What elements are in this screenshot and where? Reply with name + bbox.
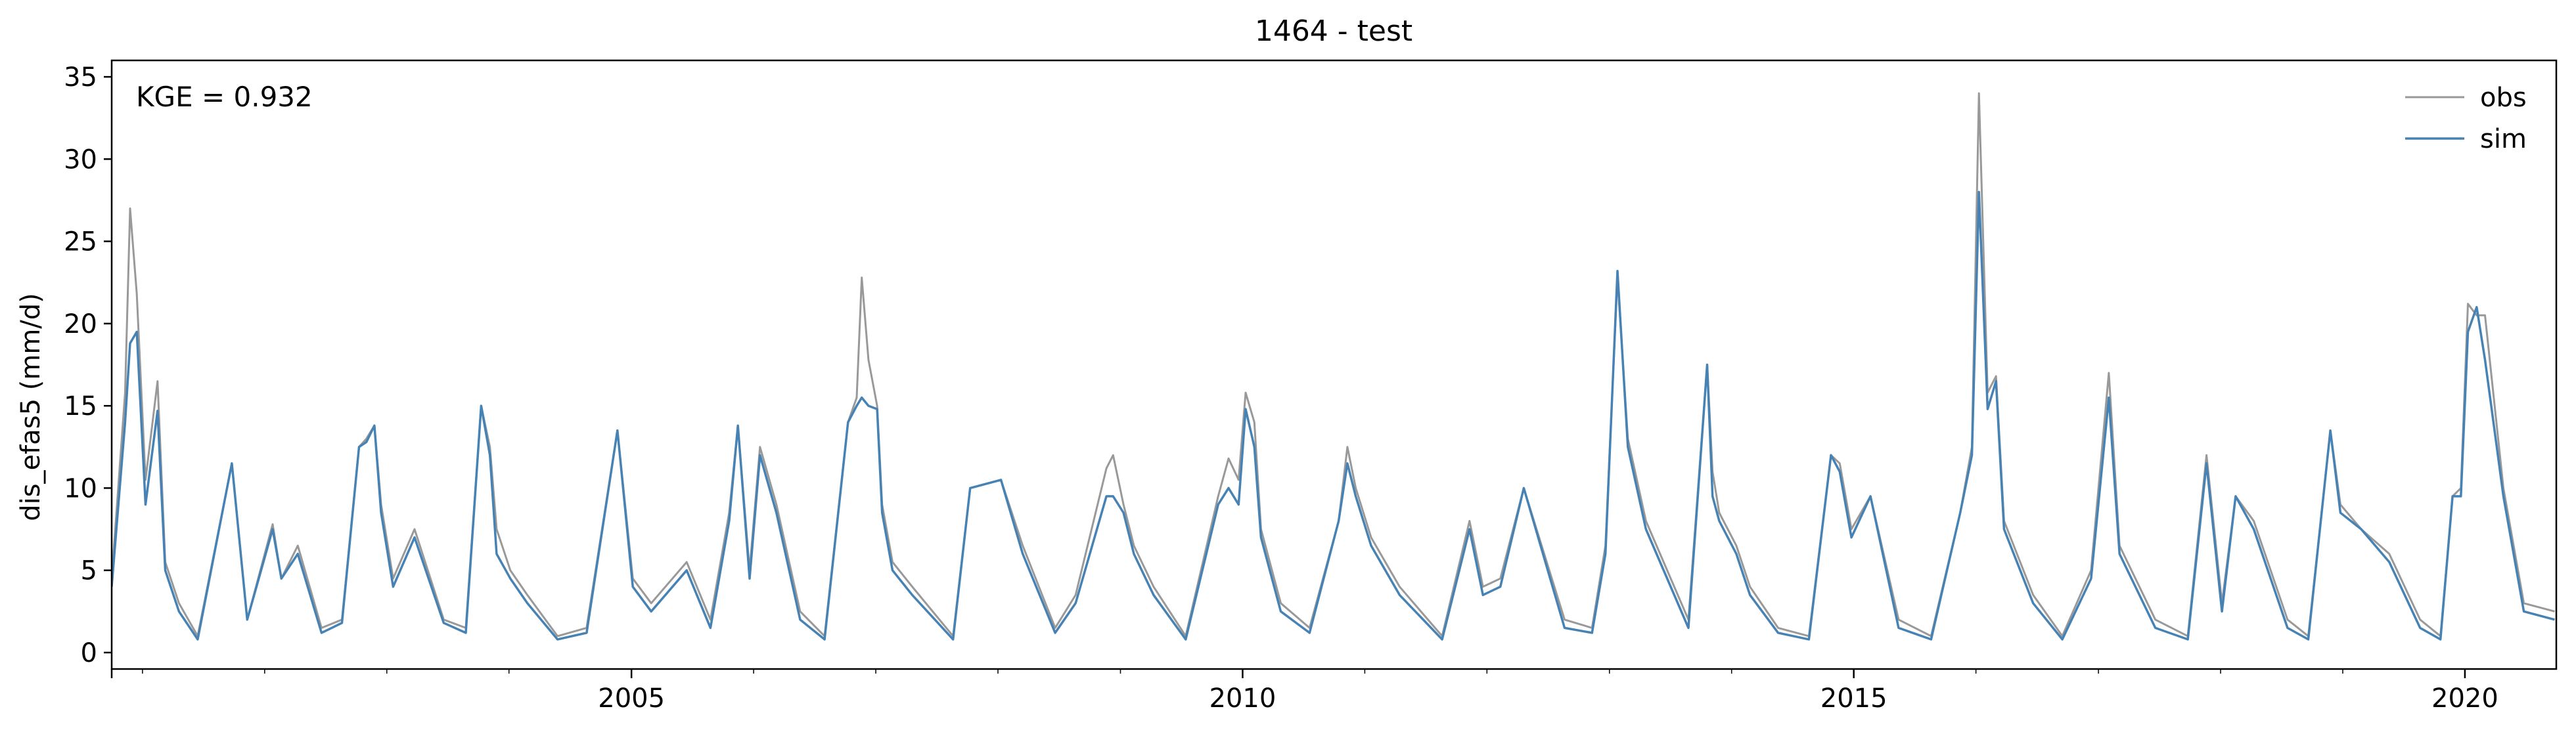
legend: obs sim	[2405, 83, 2527, 154]
y-tick-label: 0	[81, 638, 97, 668]
y-tick-label: 35	[64, 62, 97, 93]
chart-title: 1464 - test	[1255, 14, 1412, 48]
y-axis-label: dis_efas5 (mm/d)	[16, 293, 46, 521]
x-axis-ticks: 2005 2010 2015 2020	[598, 669, 2498, 714]
y-tick-label: 5	[81, 556, 97, 586]
series-line-sim	[112, 190, 2555, 641]
x-tick-label: 2015	[1820, 683, 1887, 714]
y-axis-ticks: 0 5 10 15 20 25 30 35	[64, 62, 112, 668]
legend-label-sim: sim	[2480, 124, 2527, 154]
legend-label-obs: obs	[2480, 83, 2527, 113]
y-tick-label: 15	[64, 391, 97, 421]
y-tick-label: 10	[64, 473, 97, 504]
kge-annotation: KGE = 0.932	[136, 81, 313, 113]
x-tick-label: 2005	[598, 683, 665, 714]
y-tick-label: 25	[64, 227, 97, 257]
x-tick-label: 2010	[1209, 683, 1277, 714]
y-tick-label: 30	[64, 144, 97, 175]
plot-frame	[110, 59, 2558, 670]
x-tick-label: 2020	[2431, 683, 2498, 714]
y-tick-label: 20	[64, 309, 97, 339]
